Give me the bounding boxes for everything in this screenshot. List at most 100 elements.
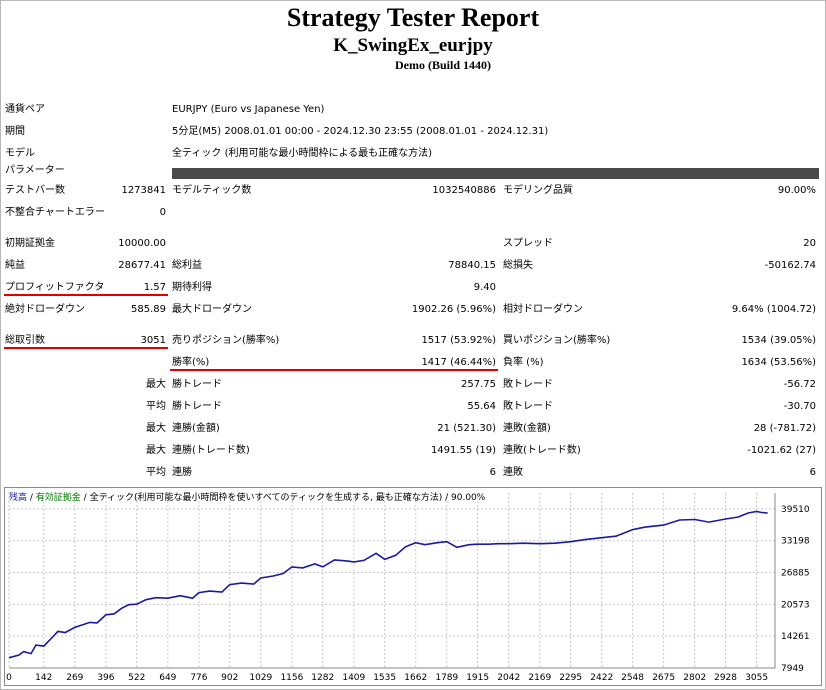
period-value: 5分足(M5) 2008.01.01 00:00 - 2024.12.30 23… [172, 126, 549, 137]
rel-dd-value: 9.64% (1004.72) [731, 304, 816, 315]
trades-label: 総取引数 [5, 335, 45, 346]
cons-prefix: 最大 [146, 423, 166, 434]
params-label: パラメーター [5, 165, 65, 176]
short-label: 売りポジション(勝率%) [172, 335, 280, 346]
x-tick-label: 396 [97, 673, 114, 683]
balance-chart-svg: 0 142 269 396 522 649 776 902 1029 1156 1282 1409 15… [6, 493, 810, 683]
avg-cons-loss-value: 6 [809, 467, 816, 478]
x-tick-label: 2548 [621, 673, 644, 683]
trades-value: 3051 [140, 335, 166, 346]
mismatch-value: 0 [159, 207, 166, 218]
x-tick-label: 776 [190, 673, 207, 683]
avg-loss-value: -30.70 [783, 401, 816, 412]
gross-profit-value: 78840.15 [448, 260, 496, 271]
params-bar [172, 168, 819, 179]
x-tick-label: 142 [35, 673, 52, 683]
x-tick-label: 902 [221, 673, 238, 683]
model-label: モデル [5, 148, 35, 159]
ticks-value: 1032540886 [432, 185, 496, 196]
x-tick-label: 2422 [590, 673, 613, 683]
loss-label: 負率 (%) [503, 357, 544, 368]
worst-value: -56.72 [783, 379, 816, 390]
gross-loss-label: 総損失 [503, 260, 533, 271]
abs-dd-value: 585.89 [131, 304, 166, 315]
pf-value: 1.57 [143, 282, 166, 293]
cons-profit-label: 連勝(トレード数) [172, 445, 250, 456]
ea-name: K_SwingEx_eurjpy [333, 35, 493, 56]
cons-win-label: 連勝(金額) [172, 423, 220, 434]
cons-profit-value: 1491.55 (19) [430, 445, 496, 456]
avg-loss-label: 敗トレード [503, 401, 553, 412]
quality-label: モデリング品質 [503, 185, 573, 196]
win-underline [170, 369, 498, 371]
gross-loss-value: -50162.74 [764, 260, 816, 271]
x-tick-label: 1789 [435, 673, 458, 683]
bars-value: 1273841 [121, 185, 166, 196]
x-tick-label: 1029 [249, 673, 272, 683]
legend-sep-2: / [80, 493, 90, 503]
x-tick-label: 1535 [373, 673, 396, 683]
x-tick-label: 3055 [745, 673, 768, 683]
best-value: 257.75 [461, 379, 496, 390]
x-tick-label: 1282 [311, 673, 334, 683]
win-value: 1417 (46.44%) [421, 357, 496, 368]
spread-label: スプレッド [503, 238, 553, 249]
y-tick-label: 33198 [781, 537, 810, 547]
gross-profit-label: 総利益 [172, 260, 202, 271]
abs-dd-label: 絶対ドローダウン [5, 304, 85, 315]
x-tick-label: 2169 [528, 673, 551, 683]
max-dd-label: 最大ドローダウン [172, 304, 252, 315]
cons-loss-label: 連敗(金額) [503, 423, 551, 434]
mismatch-label: 不整合チャートエラー [5, 207, 105, 218]
avg-win-label: 勝トレード [172, 401, 222, 412]
balance-line [8, 510, 768, 659]
worst-label: 敗トレード [503, 379, 553, 390]
x-tick-label: 269 [66, 673, 83, 683]
ticks-label: モデルティック数 [172, 185, 252, 196]
x-tick-label: 2295 [559, 673, 582, 683]
build-info: Demo (Build 1440) [395, 58, 491, 72]
x-tick-label: 1662 [404, 673, 427, 683]
chart-legend: 残高 / 有効証拠金 / 全ティック(利用可能な最小時間枠を使いすべてのティック… [9, 490, 485, 503]
net-label: 純益 [5, 260, 25, 271]
model-value: 全ティック (利用可能な最小時間枠による最も正確な方法) [172, 148, 433, 159]
expected-value: 9.40 [473, 282, 496, 293]
avg-cons-win-value: 6 [489, 467, 496, 478]
x-tick-label: 522 [128, 673, 145, 683]
spread-value: 20 [803, 238, 816, 249]
rel-dd-label: 相対ドローダウン [503, 304, 583, 315]
legend-equity: 有効証拠金 [35, 493, 81, 503]
symbol-label: 通貨ペア [5, 104, 45, 115]
deposit-label: 初期証拠金 [5, 238, 55, 249]
legend-model: 全ティック(利用可能な最小時間枠を使いすべてのティックを生成する, 最も正確な方… [89, 493, 443, 503]
deposit-value: 10000.00 [118, 238, 166, 249]
x-tick-label: 649 [159, 673, 176, 683]
avg-cons-win-label: 連勝 [172, 467, 192, 478]
x-tick-label: 0 [6, 673, 12, 683]
y-tick-label: 39510 [781, 505, 810, 515]
x-tick-label: 2928 [714, 673, 737, 683]
best-prefix: 最大 [146, 379, 166, 390]
x-tick-label: 1156 [280, 673, 303, 683]
legend-sep-1: / [27, 493, 36, 503]
report-title: Strategy Tester Report [286, 3, 540, 32]
y-tick-label: 7949 [781, 664, 804, 674]
bars-label: テストバー数 [5, 185, 65, 196]
x-tick-label: 2042 [497, 673, 520, 683]
balance-chart: 0 142 269 396 522 649 776 902 1029 1156 1282 1409 15… [4, 487, 822, 686]
best-label: 勝トレード [172, 379, 222, 390]
quality-value: 90.00% [777, 185, 816, 196]
cons-amt-prefix: 最大 [146, 445, 166, 456]
loss-value: 1634 (53.56%) [741, 357, 816, 368]
x-tick-label: 2675 [652, 673, 675, 683]
max-dd-value: 1902.26 (5.96%) [411, 304, 496, 315]
cons-win-value: 21 (521.30) [437, 423, 496, 434]
avg-cons-prefix: 平均 [146, 467, 166, 478]
cons-lossamt-label: 連敗(トレード数) [503, 445, 581, 456]
net-value: 28677.41 [118, 260, 166, 271]
y-tick-label: 20573 [781, 600, 810, 610]
x-tick-label: 2802 [683, 673, 706, 683]
legend-quality: / 90.00% [442, 493, 486, 503]
x-tick-label: 1409 [342, 673, 365, 683]
win-label: 勝率(%) [172, 357, 210, 368]
